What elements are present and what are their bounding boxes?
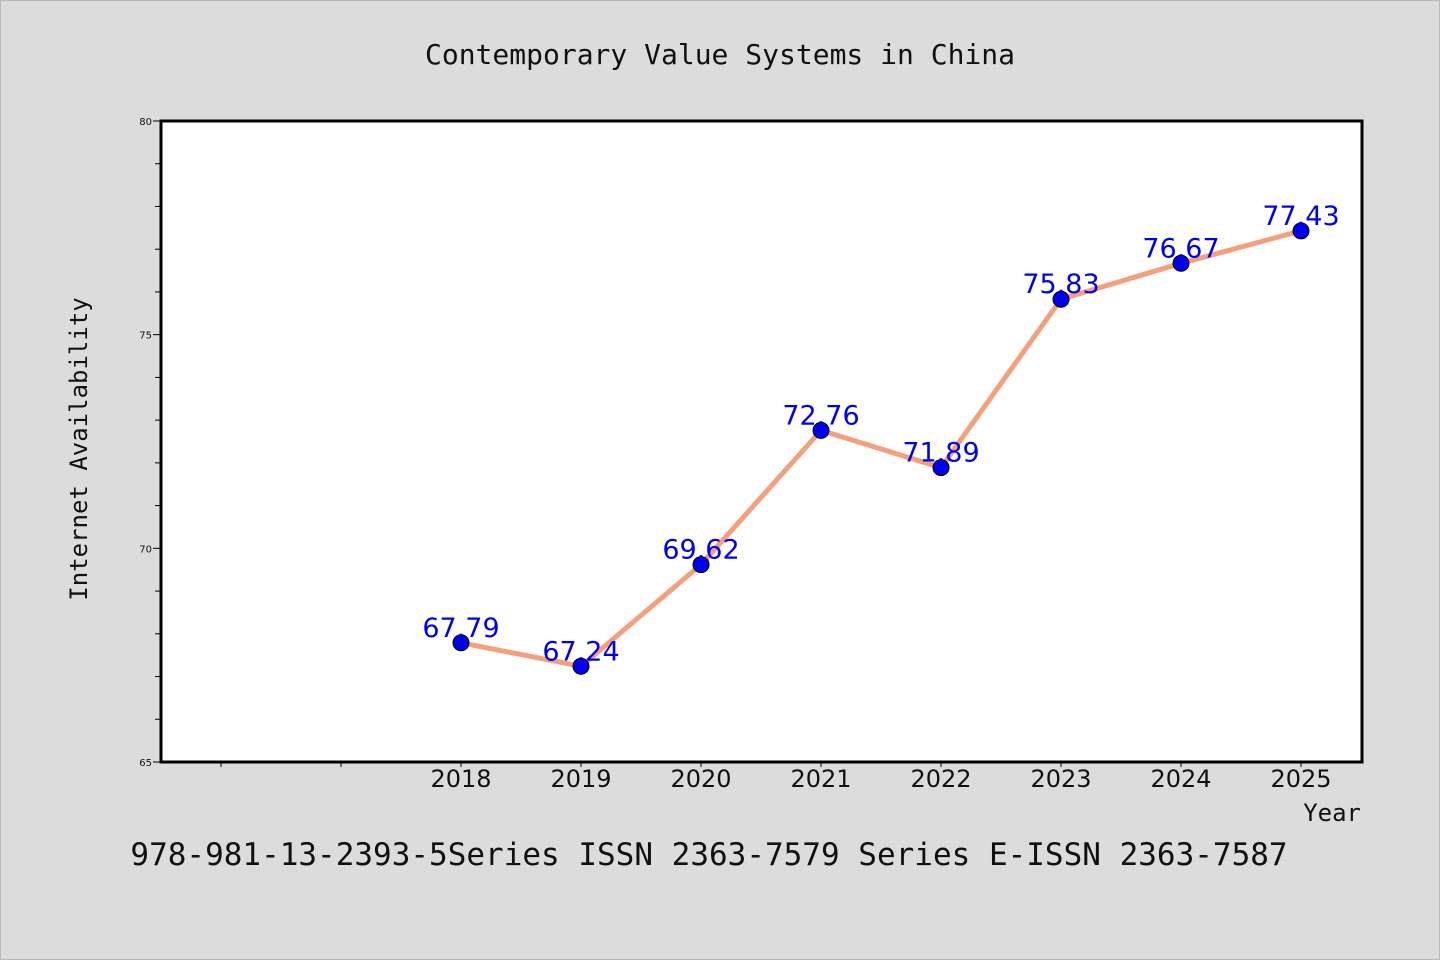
x-tick-label: 2023 (1030, 765, 1091, 793)
data-label: 69.62 (662, 535, 739, 566)
data-label: 71.89 (902, 438, 979, 469)
data-point (1292, 222, 1310, 240)
x-tick-label: 2025 (1270, 765, 1331, 793)
x-axis: 2018 2019 2020 2021 2022 2023 2024 2025 (220, 762, 1332, 793)
x-axis-label: Year (1303, 799, 1361, 827)
y-tick-label: 75 (139, 331, 152, 342)
series-layer: 67.79 67.24 69.62 72.76 71.89 75.83 76.67 77.43 (422, 201, 1340, 675)
x-tick-label: 2018 (430, 765, 491, 793)
x-tick-label: 2022 (910, 765, 971, 793)
x-tick-label: 2021 (790, 765, 851, 793)
data-point (1052, 290, 1070, 308)
data-label: 72.76 (782, 400, 859, 431)
data-point (692, 556, 710, 574)
data-label: 67.24 (542, 636, 619, 667)
data-point (572, 657, 590, 675)
data-label: 67.79 (422, 613, 499, 644)
y-axis: 65 70 75 80 (139, 117, 161, 769)
data-label: 76.67 (1142, 233, 1219, 264)
data-point (812, 421, 830, 439)
y-tick-label: 65 (139, 758, 152, 769)
plot-area (159, 119, 1364, 764)
footer-isbn-text: 978-981-13-2393-5Series ISSN 2363-7579 S… (130, 837, 1287, 873)
series-line (458, 228, 1304, 669)
x-tick-label: 2024 (1150, 765, 1211, 793)
y-axis-label: Internet Availability (65, 297, 93, 600)
data-label: 75.83 (1022, 269, 1099, 300)
data-label: 77.43 (1262, 201, 1339, 232)
chart-title: Contemporary Value Systems in China (425, 38, 1015, 71)
data-point (932, 459, 950, 477)
data-point (1172, 254, 1190, 272)
y-tick-label: 80 (139, 117, 152, 128)
x-tick-label: 2020 (670, 765, 731, 793)
data-point (452, 634, 470, 652)
y-tick-label: 70 (139, 544, 152, 555)
x-tick-label: 2019 (550, 765, 611, 793)
